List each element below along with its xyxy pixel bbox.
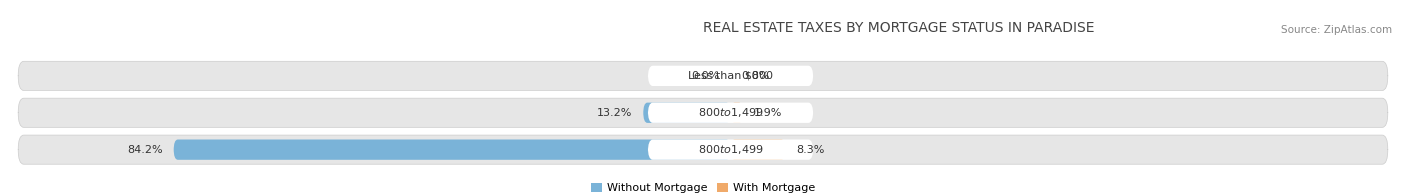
Text: 8.3%: 8.3%: [796, 145, 825, 155]
Text: 0.0%: 0.0%: [692, 71, 720, 81]
Text: REAL ESTATE TAXES BY MORTGAGE STATUS IN PARADISE: REAL ESTATE TAXES BY MORTGAGE STATUS IN …: [703, 21, 1094, 35]
Text: Source: ZipAtlas.com: Source: ZipAtlas.com: [1281, 25, 1392, 35]
Text: $800 to $1,499: $800 to $1,499: [697, 143, 763, 156]
FancyBboxPatch shape: [731, 103, 744, 123]
Text: 13.2%: 13.2%: [598, 108, 633, 118]
Text: $800 to $1,499: $800 to $1,499: [697, 106, 763, 119]
FancyBboxPatch shape: [648, 103, 813, 123]
Text: 84.2%: 84.2%: [127, 145, 163, 155]
FancyBboxPatch shape: [648, 66, 813, 86]
FancyBboxPatch shape: [18, 135, 1388, 164]
FancyBboxPatch shape: [174, 140, 731, 160]
Text: 1.9%: 1.9%: [754, 108, 783, 118]
FancyBboxPatch shape: [731, 140, 786, 160]
Legend: Without Mortgage, With Mortgage: Without Mortgage, With Mortgage: [586, 179, 820, 196]
FancyBboxPatch shape: [18, 61, 1388, 90]
FancyBboxPatch shape: [18, 98, 1388, 127]
Text: Less than $800: Less than $800: [688, 71, 773, 81]
FancyBboxPatch shape: [644, 103, 731, 123]
FancyBboxPatch shape: [648, 140, 813, 160]
Text: 0.0%: 0.0%: [741, 71, 770, 81]
